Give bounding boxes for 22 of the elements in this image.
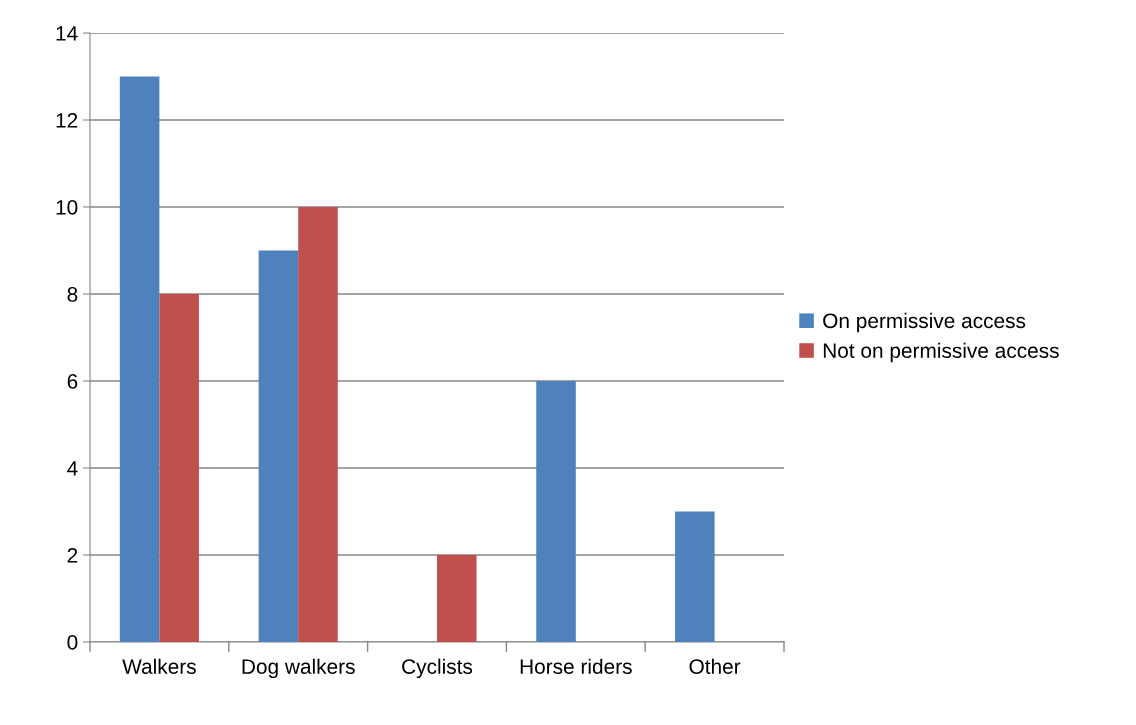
x-tick-label: Horse riders (520, 658, 632, 674)
bar (159, 294, 199, 642)
y-tick-label: 12 (56, 113, 78, 128)
y-tick-label: 2 (67, 548, 78, 563)
x-tick-label: Walkers (122, 658, 196, 674)
x-tick-label: Cyclists (402, 658, 473, 679)
bar (258, 250, 299, 642)
legend-label: On permissive access (823, 312, 1026, 333)
x-tick-label: Other (689, 658, 741, 674)
bar (437, 555, 477, 642)
y-tick-label: 14 (56, 26, 78, 41)
bar (119, 76, 160, 642)
bar (298, 207, 338, 642)
y-tick-label: 10 (56, 200, 78, 215)
x-tick-label: Dog walkers (242, 658, 355, 679)
bar (675, 511, 715, 642)
y-tick-label: 8 (67, 287, 78, 302)
y-tick-label: 0 (67, 635, 78, 650)
y-tick-label: 4 (67, 461, 78, 476)
bar (536, 381, 576, 642)
legend-label: Not on permissive access (823, 342, 1059, 363)
y-tick-label: 6 (67, 374, 78, 389)
